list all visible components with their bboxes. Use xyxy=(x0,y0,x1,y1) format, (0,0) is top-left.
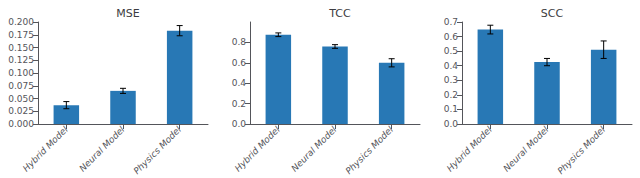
svg-text:0.6: 0.6 xyxy=(444,32,459,42)
svg-text:0.5: 0.5 xyxy=(444,46,458,56)
svg-text:0.150: 0.150 xyxy=(8,43,34,53)
svg-text:Physics Model: Physics Model xyxy=(556,124,608,176)
svg-text:0.6: 0.6 xyxy=(232,58,247,68)
svg-text:0.8: 0.8 xyxy=(232,37,247,47)
svg-text:Hybrid Model: Hybrid Model xyxy=(233,124,282,173)
svg-text:Hybrid Model: Hybrid Model xyxy=(445,124,494,173)
svg-text:0.2: 0.2 xyxy=(232,99,246,109)
svg-text:Hybrid Model: Hybrid Model xyxy=(21,124,70,173)
svg-text:0.7: 0.7 xyxy=(444,17,458,27)
svg-text:TCC: TCC xyxy=(328,7,351,20)
svg-text:0.025: 0.025 xyxy=(8,106,34,116)
svg-text:0.0: 0.0 xyxy=(232,119,247,129)
svg-text:0.125: 0.125 xyxy=(8,55,34,65)
svg-text:SCC: SCC xyxy=(541,7,564,20)
svg-text:0.075: 0.075 xyxy=(8,81,34,91)
svg-text:0.4: 0.4 xyxy=(232,78,247,88)
svg-text:0.175: 0.175 xyxy=(8,30,34,40)
svg-text:MSE: MSE xyxy=(116,7,139,20)
svg-text:0.200: 0.200 xyxy=(8,17,34,27)
svg-text:0.100: 0.100 xyxy=(8,68,34,78)
svg-text:0.1: 0.1 xyxy=(444,104,458,114)
svg-text:Neural Model: Neural Model xyxy=(77,124,126,173)
svg-text:Neural Model: Neural Model xyxy=(501,124,550,173)
svg-text:Physics Model: Physics Model xyxy=(132,124,184,176)
svg-text:0.3: 0.3 xyxy=(444,75,458,85)
svg-text:0.050: 0.050 xyxy=(8,94,34,104)
svg-text:0.4: 0.4 xyxy=(444,61,459,71)
svg-text:Neural Model: Neural Model xyxy=(289,124,338,173)
svg-text:Physics Model: Physics Model xyxy=(344,124,396,176)
svg-text:0.0: 0.0 xyxy=(444,119,459,129)
svg-text:0.2: 0.2 xyxy=(444,90,458,100)
svg-text:0.000: 0.000 xyxy=(8,119,34,129)
